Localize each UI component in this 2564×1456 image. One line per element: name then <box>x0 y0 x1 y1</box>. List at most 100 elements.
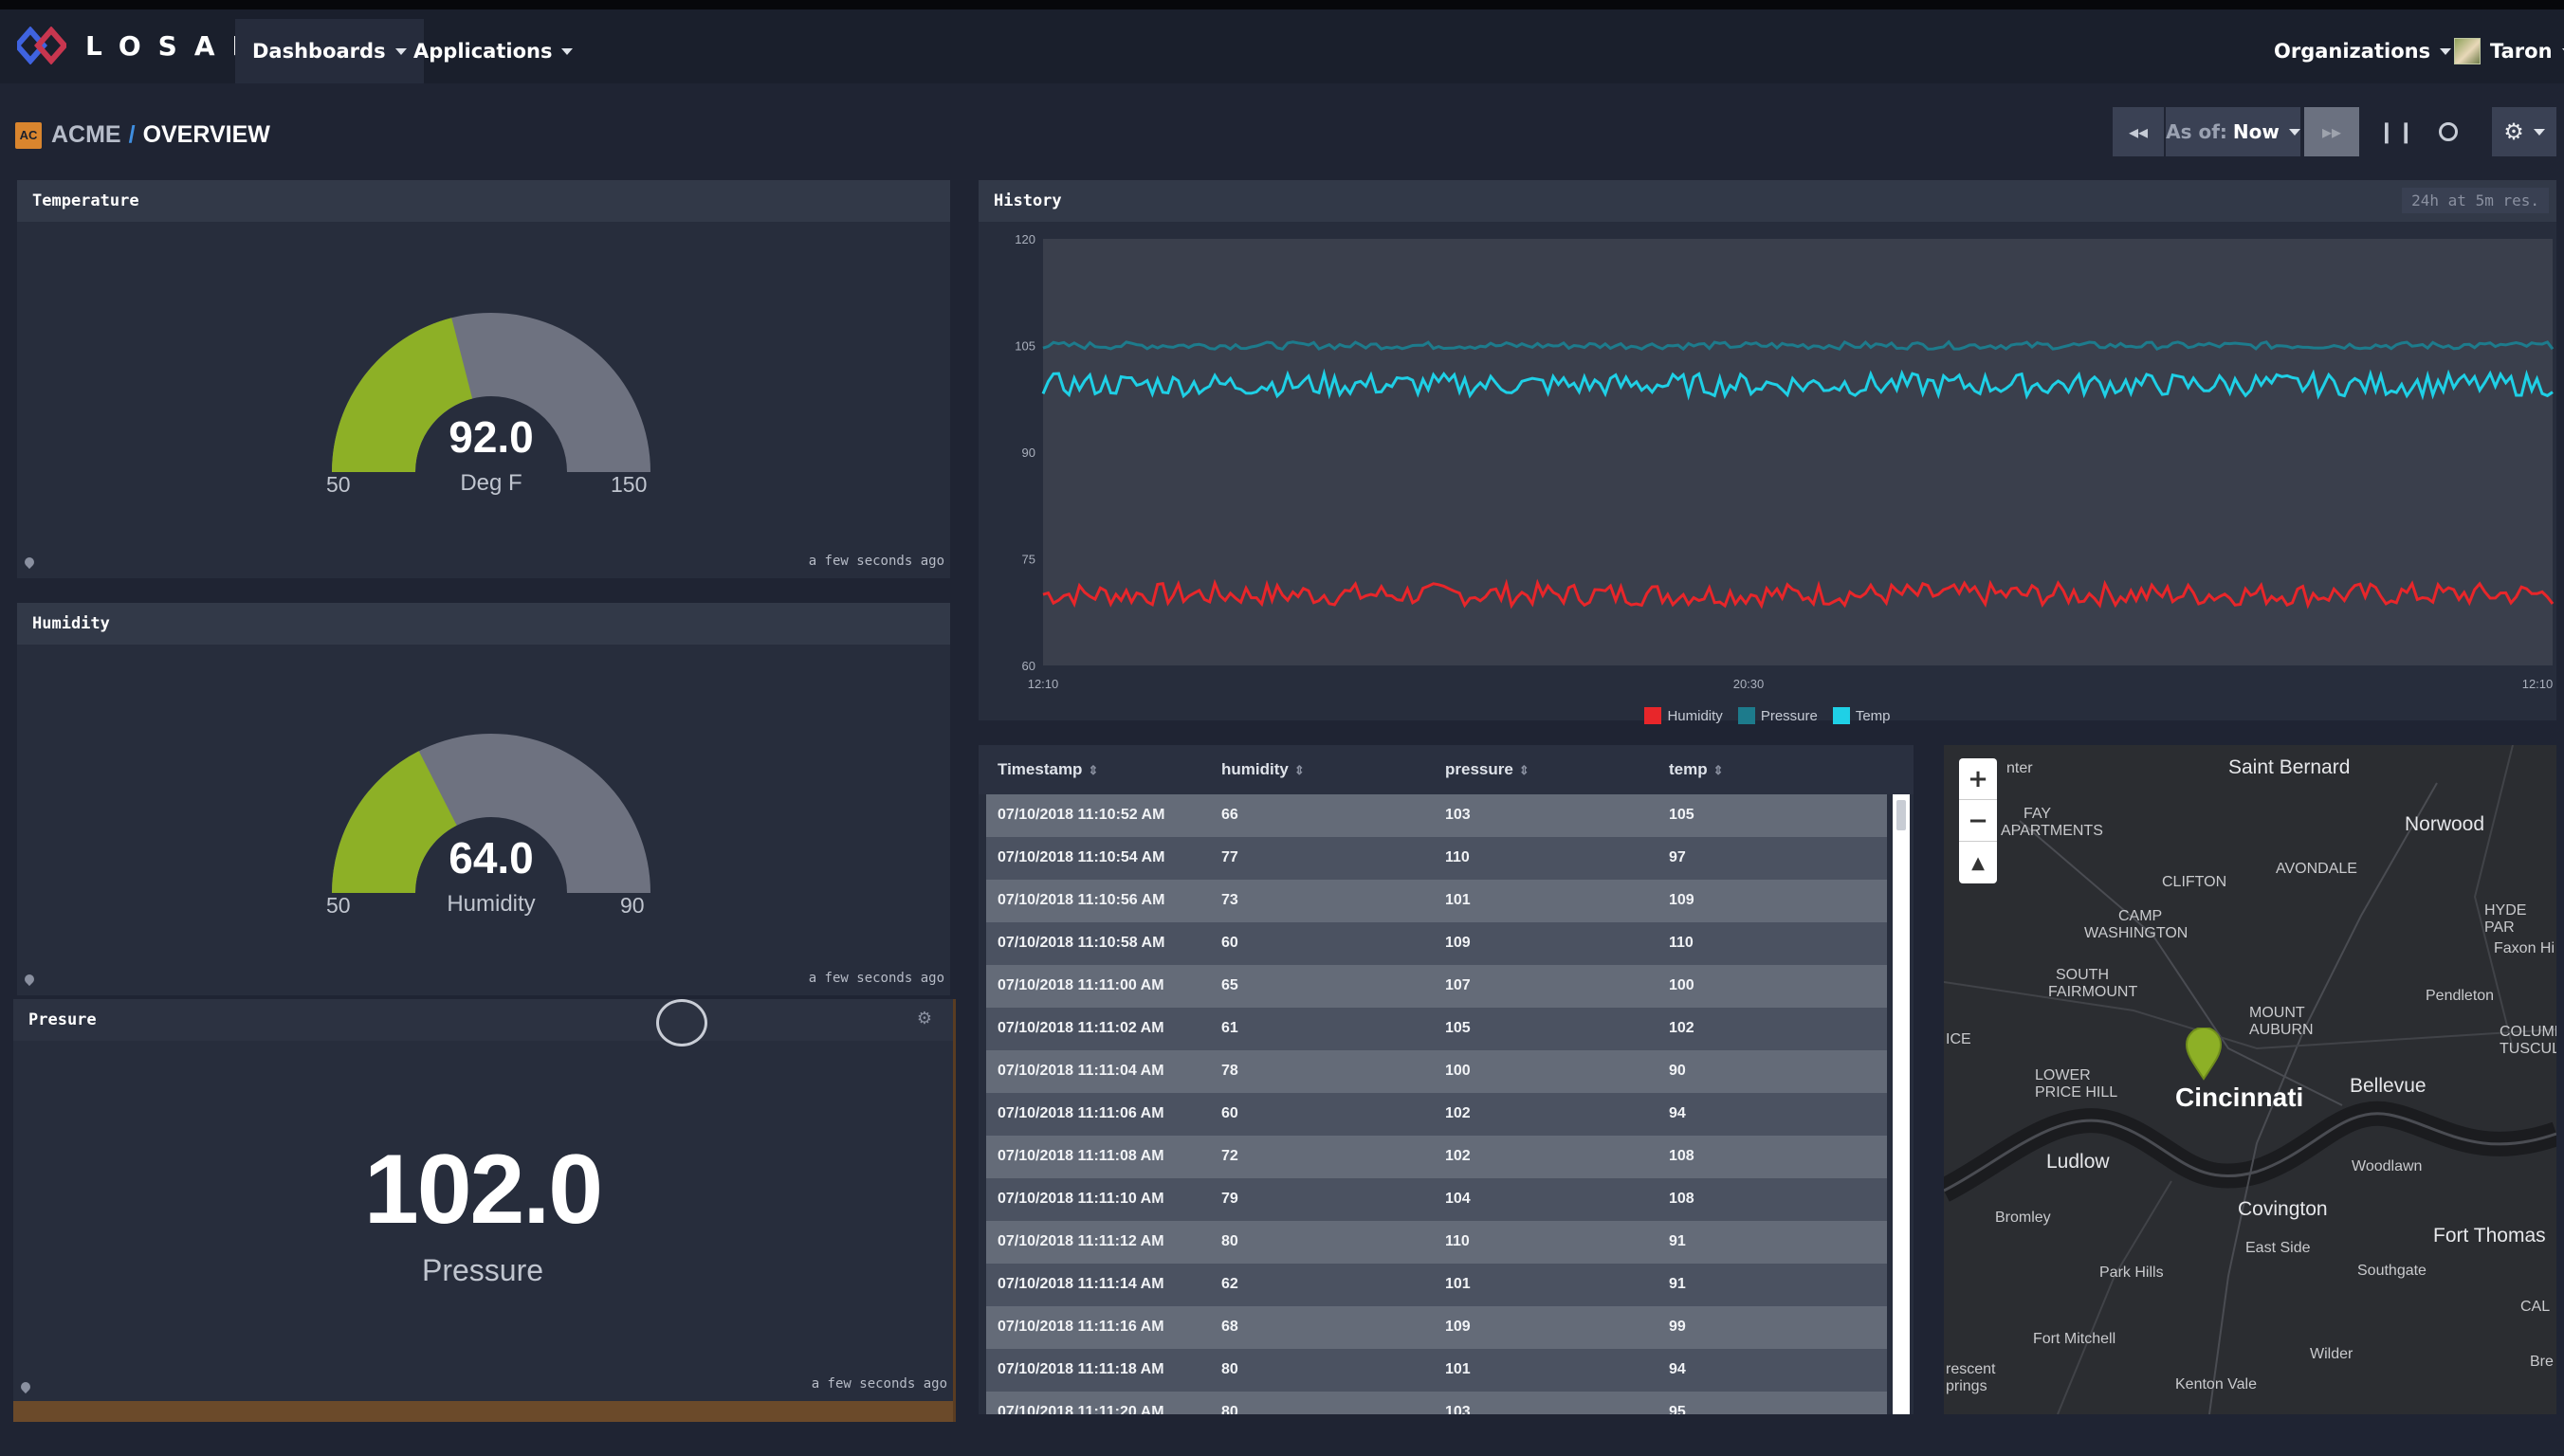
nav-organizations-menu[interactable]: Organizations <box>2257 19 2468 83</box>
chart-legend: Humidity Pressure Temp <box>979 707 2556 724</box>
table-cell: 79 <box>1221 1191 1238 1207</box>
resolution-badge: 24h at 5m res. <box>2402 188 2549 213</box>
table-cell: 102 <box>1445 1105 1471 1121</box>
y-tick-label: 120 <box>1015 232 1035 246</box>
refresh-icon <box>2439 122 2458 141</box>
table-row[interactable]: 07/10/2018 11:10:56 AM 73 101 109 <box>986 880 1887 922</box>
table-row[interactable]: 07/10/2018 11:11:14 AM 62 101 91 <box>986 1264 1887 1306</box>
table-cell: 94 <box>1669 1105 1686 1121</box>
drag-cursor-icon[interactable] <box>656 999 707 1046</box>
column-header-humidity[interactable]: humidity ⇕ <box>1221 760 1305 779</box>
map-label: FAIRMOUNT <box>2048 984 2138 1000</box>
losant-logo-icon <box>17 27 66 64</box>
pressure-value: 102.0 <box>363 1135 603 1245</box>
as-of-label: As of: <box>2166 120 2227 143</box>
humidity-value: 64.0 <box>449 833 534 883</box>
series-line-pressure <box>1042 339 2555 352</box>
pin-icon <box>18 1379 33 1394</box>
history-line-chart: 120 105 90 75 60 12:10 20:30 12:10 <box>1015 232 2555 691</box>
table-row[interactable]: 07/10/2018 11:11:12 AM 80 110 91 <box>986 1221 1887 1264</box>
sort-icon: ⇕ <box>1712 763 1724 777</box>
legend-item-pressure[interactable]: Pressure <box>1737 707 1818 724</box>
table-cell: 90 <box>1669 1063 1686 1079</box>
breadcrumb: AC ACME / OVERVIEW <box>15 121 270 149</box>
series-line-humidity <box>1042 578 2555 610</box>
zoom-out-button[interactable]: − <box>1959 800 1997 842</box>
table-row[interactable]: 07/10/2018 11:10:58 AM 60 109 110 <box>986 922 1887 965</box>
pause-button[interactable]: ❙❙ <box>2378 107 2416 156</box>
table-row[interactable]: 07/10/2018 11:10:52 AM 66 103 105 <box>986 794 1887 837</box>
legend-item-temp[interactable]: Temp <box>1832 707 1891 724</box>
pressure-block: Presure ⚙ 102.0 Pressure a few seconds a… <box>13 999 956 1422</box>
table-cell: 80 <box>1221 1233 1238 1249</box>
table-cell: 110 <box>1669 935 1694 951</box>
table-cell: 07/10/2018 11:11:14 AM <box>998 1276 1164 1292</box>
map-label: COLUMBI <box>2500 1024 2556 1040</box>
zoom-in-button[interactable]: + <box>1959 758 1997 800</box>
table-row[interactable]: 07/10/2018 11:11:10 AM 79 104 108 <box>986 1178 1887 1221</box>
map-marker-icon[interactable] <box>2185 1028 2223 1081</box>
legend-label: Pressure <box>1760 707 1818 724</box>
legend-item-humidity[interactable]: Humidity <box>1644 707 1723 724</box>
column-header-label: pressure <box>1445 760 1513 778</box>
chevron-down-icon <box>2440 47 2452 55</box>
temperature-gauge <box>332 313 650 472</box>
table-row[interactable]: 07/10/2018 11:11:00 AM 65 107 100 <box>986 965 1887 1008</box>
map-label: Bellevue <box>2350 1075 2427 1097</box>
table-cell: 110 <box>1445 849 1470 865</box>
temperature-max: 150 <box>611 472 648 497</box>
user-menu[interactable]: Taron <box>2437 19 2564 83</box>
table-cell: 07/10/2018 11:11:04 AM <box>998 1063 1164 1079</box>
nav-dashboards-menu[interactable]: Dashboards <box>235 19 424 83</box>
column-header-timestamp[interactable]: Timestamp ⇕ <box>998 760 1098 779</box>
chevron-down-icon <box>2561 47 2564 55</box>
map-label: Bre <box>2530 1354 2554 1370</box>
map-label: Park Hills <box>2099 1265 2164 1281</box>
reset-bearing-button[interactable]: ▲ <box>1971 852 1985 873</box>
nav-applications-menu[interactable]: Applications <box>396 19 590 83</box>
table-row[interactable]: 07/10/2018 11:11:06 AM 60 102 94 <box>986 1093 1887 1136</box>
dashboard-settings-button[interactable]: ⚙ <box>2492 107 2556 156</box>
table-cell: 07/10/2018 11:11:18 AM <box>998 1361 1164 1377</box>
map-label: CAMP <box>2118 908 2163 924</box>
as-of-dropdown[interactable]: As of: Now <box>2166 107 2300 156</box>
map-label: Faxon Hi <box>2494 940 2555 956</box>
map-label: Fort Mitchell <box>2033 1331 2116 1347</box>
resize-bar <box>13 1401 953 1422</box>
table-cell: 07/10/2018 11:11:00 AM <box>998 977 1164 993</box>
map-label: prings <box>1946 1378 1987 1394</box>
table-cell: 80 <box>1221 1361 1238 1377</box>
block-settings-icon[interactable]: ⚙ <box>916 1009 932 1028</box>
temperature-block: Temperature 92.0 Deg F 50 150 a few seco… <box>17 180 950 578</box>
table-row[interactable]: 07/10/2018 11:11:18 AM 80 101 94 <box>986 1349 1887 1392</box>
map-label: Southgate <box>2357 1263 2427 1279</box>
map-label: AUBURN <box>2249 1022 2314 1038</box>
column-header-pressure[interactable]: pressure ⇕ <box>1445 760 1529 779</box>
table-row[interactable]: 07/10/2018 11:10:54 AM 77 110 97 <box>986 837 1887 880</box>
column-header-label: temp <box>1669 760 1708 778</box>
map-block[interactable]: Saint Bernard Norwood Cincinnati Bellevu… <box>1944 745 2556 1414</box>
table-cell: 105 <box>1669 807 1694 823</box>
top-navbar: LOSANT Dashboards Applications Organizat… <box>0 0 2564 83</box>
table-row[interactable]: 07/10/2018 11:11:08 AM 72 102 108 <box>986 1136 1887 1178</box>
x-tick-label: 12:10 <box>2522 677 2554 691</box>
table-row[interactable]: 07/10/2018 11:11:20 AM 80 103 95 <box>986 1392 1887 1414</box>
humidity-updated: a few seconds ago <box>808 971 944 986</box>
rewind-button[interactable]: ◂◂ <box>2113 107 2164 156</box>
scrollbar-thumb[interactable] <box>1896 800 1906 830</box>
table-row[interactable]: 07/10/2018 11:11:16 AM 68 109 99 <box>986 1306 1887 1349</box>
chevron-down-icon <box>561 47 574 55</box>
humidity-min: 50 <box>326 893 351 918</box>
table-body: 07/10/2018 11:10:52 AM 66 103 105 07/10/2018… <box>986 794 1887 1414</box>
table-row[interactable]: 07/10/2018 11:11:04 AM 78 100 90 <box>986 1050 1887 1093</box>
column-header-temp[interactable]: temp ⇕ <box>1669 760 1724 779</box>
breadcrumb-org-link[interactable]: ACME <box>51 121 121 148</box>
map-label: CAL <box>2520 1299 2551 1315</box>
table-scrollbar[interactable] <box>1893 794 1910 1414</box>
refresh-button[interactable] <box>2429 107 2467 156</box>
legend-label: Temp <box>1855 707 1891 724</box>
gauge-fill <box>332 318 473 472</box>
y-tick-label: 90 <box>1022 446 1035 460</box>
table-row[interactable]: 07/10/2018 11:11:02 AM 61 105 102 <box>986 1008 1887 1050</box>
fast-forward-button[interactable]: ▸▸ <box>2304 107 2359 156</box>
